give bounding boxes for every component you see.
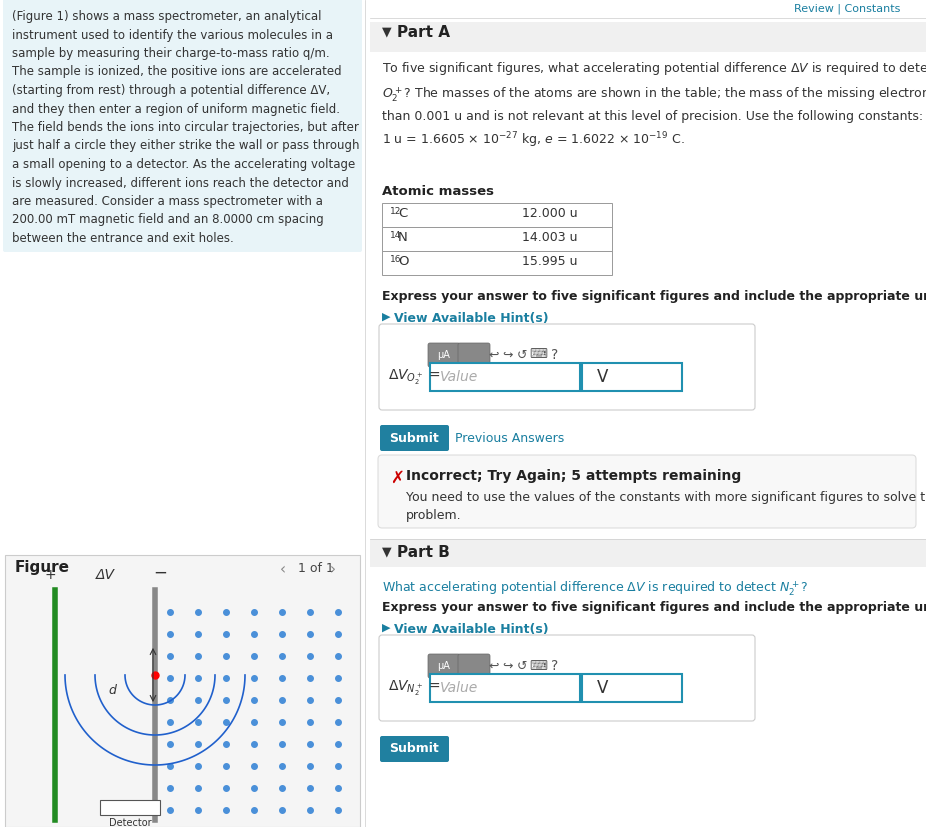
Text: Part B: Part B [397, 545, 450, 560]
FancyBboxPatch shape [3, 0, 362, 252]
Text: 1 of 1: 1 of 1 [298, 562, 334, 575]
Bar [382, 227, 612, 251]
FancyBboxPatch shape [380, 736, 449, 762]
FancyBboxPatch shape [380, 425, 449, 451]
Text: What accelerating potential difference $\Delta V$ is required to detect $N_2^+$?: What accelerating potential difference $… [382, 579, 808, 598]
Text: Atomic masses: Atomic masses [382, 185, 494, 198]
Text: ↪: ↪ [503, 659, 513, 672]
Text: To five significant figures, what accelerating potential difference $\Delta V$ i: To five significant figures, what accele… [382, 60, 926, 151]
Text: View Available Hint(s): View Available Hint(s) [394, 623, 548, 636]
Text: View Available Hint(s): View Available Hint(s) [394, 312, 548, 325]
Text: ?: ? [551, 659, 558, 673]
Text: μA: μA [438, 661, 450, 671]
Bar [430, 363, 580, 391]
Bar [582, 363, 682, 391]
Bar [100, 800, 160, 815]
Text: ▼: ▼ [382, 545, 392, 558]
Text: Detector: Detector [108, 818, 151, 827]
Text: ›: › [330, 562, 336, 577]
Text: ↩: ↩ [489, 348, 499, 361]
Bar [382, 251, 612, 275]
Text: 16: 16 [390, 255, 402, 264]
Text: Express your answer to five significant figures and include the appropriate unit: Express your answer to five significant … [382, 601, 926, 614]
Text: $\Delta V_{N_2^+}$ =: $\Delta V_{N_2^+}$ = [388, 678, 441, 698]
Text: ▶: ▶ [382, 623, 391, 633]
Text: ΔV: ΔV [95, 568, 115, 582]
Text: ↪: ↪ [503, 348, 513, 361]
Text: 14.003 u: 14.003 u [522, 231, 578, 244]
Text: −: − [153, 564, 167, 582]
Text: ‹: ‹ [280, 562, 286, 577]
Text: Review | Constants: Review | Constants [794, 3, 900, 13]
Text: ▼: ▼ [382, 25, 392, 38]
Text: Submit: Submit [389, 432, 439, 444]
Text: You need to use the values of the constants with more significant figures to sol: You need to use the values of the consta… [406, 491, 926, 522]
Bar [370, 539, 926, 567]
Text: ↺: ↺ [517, 659, 527, 672]
Text: ↩: ↩ [489, 659, 499, 672]
Text: ?: ? [551, 348, 558, 362]
Text: Incorrect; Try Again; 5 attempts remaining: Incorrect; Try Again; 5 attempts remaini… [406, 469, 741, 483]
Text: Part A: Part A [397, 25, 450, 40]
Text: ✗: ✗ [390, 469, 404, 487]
Text: ↺: ↺ [517, 348, 527, 361]
Text: V: V [597, 368, 608, 386]
FancyBboxPatch shape [428, 343, 460, 367]
FancyBboxPatch shape [379, 635, 755, 721]
Text: O: O [398, 255, 408, 268]
Bar [582, 674, 682, 702]
Text: (Figure 1) shows a mass spectrometer, an analytical
instrument used to identify : (Figure 1) shows a mass spectrometer, an… [12, 10, 359, 245]
Text: C: C [398, 207, 407, 220]
FancyBboxPatch shape [378, 455, 916, 528]
Text: Express your answer to five significant figures and include the appropriate unit: Express your answer to five significant … [382, 290, 926, 303]
Bar [382, 203, 612, 227]
Text: Value: Value [440, 370, 478, 384]
FancyBboxPatch shape [5, 555, 360, 827]
Text: +: + [44, 568, 56, 582]
FancyBboxPatch shape [458, 343, 490, 367]
Bar [370, 22, 926, 52]
Text: 15.995 u: 15.995 u [522, 255, 578, 268]
Text: ▶: ▶ [382, 312, 391, 322]
Text: Submit: Submit [389, 743, 439, 756]
Text: μA: μA [438, 350, 450, 360]
FancyBboxPatch shape [428, 654, 460, 678]
Text: Previous Answers: Previous Answers [455, 432, 564, 444]
Text: V: V [597, 679, 608, 697]
FancyBboxPatch shape [458, 654, 490, 678]
Text: d: d [108, 683, 116, 696]
FancyBboxPatch shape [379, 324, 755, 410]
Text: 12.000 u: 12.000 u [522, 207, 578, 220]
Text: 12: 12 [390, 207, 401, 216]
Text: ⌨: ⌨ [529, 659, 547, 672]
Text: Figure: Figure [15, 560, 70, 575]
Text: 14: 14 [390, 231, 401, 240]
Text: $\Delta V_{O_2^+}$ =: $\Delta V_{O_2^+}$ = [388, 367, 441, 386]
Text: N: N [398, 231, 407, 244]
Text: ⌨: ⌨ [529, 348, 547, 361]
Text: Value: Value [440, 681, 478, 695]
Bar [430, 674, 580, 702]
